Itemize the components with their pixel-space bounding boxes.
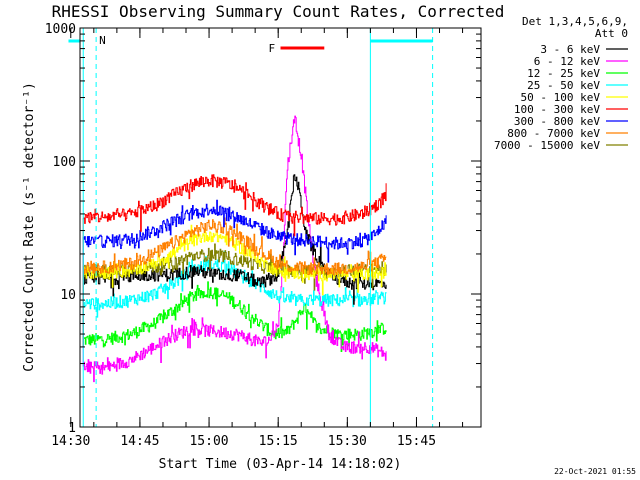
- detector-info-line-1: Det 1,3,4,5,6,9,: [522, 15, 628, 28]
- y-tick-label: 100: [53, 155, 76, 170]
- y-axis-label: Corrected Count Rate (s⁻¹ detector⁻¹): [22, 82, 37, 372]
- timestamp: 22-Oct-2021 01:55: [554, 467, 636, 476]
- legend-label: 25 - 50 keV: [527, 79, 600, 92]
- x-axis-label: Start Time (03-Apr-14 14:18:02): [159, 457, 402, 472]
- x-tick-label: 14:30: [51, 434, 90, 449]
- y-tick-label: 1: [68, 421, 76, 436]
- plot-frame: [79, 27, 482, 428]
- legend-label: 800 - 7000 keV: [507, 127, 600, 140]
- series-line-25-50kev: [82, 251, 387, 347]
- axis-layer: 1 10 100 1000 14:30 14:45 15:00 15:15 15:30 15:45: [45, 22, 481, 449]
- night-label: N: [99, 34, 106, 47]
- series-line-800-7000kev: [82, 217, 387, 347]
- detector-info-line-2: Att 0: [595, 27, 628, 40]
- legend-label: 6 - 12 keV: [534, 55, 601, 68]
- x-tick-label: 15:30: [328, 434, 367, 449]
- annotation-layer: NF: [68, 28, 434, 427]
- x-tick-label: 15:15: [259, 434, 298, 449]
- legend-label: 100 - 300 keV: [514, 103, 600, 116]
- series-layer: [82, 115, 387, 383]
- legend-label: 50 - 100 keV: [521, 91, 601, 104]
- chart-title: RHESSI Observing Summary Count Rates, Co…: [52, 2, 505, 21]
- flare-label: F: [269, 42, 276, 55]
- legend-label: 300 - 800 keV: [514, 115, 600, 128]
- y-tick-label: 10: [60, 288, 76, 303]
- series-line-12-25kev: [82, 281, 387, 352]
- series-line-300-800kev: [82, 199, 387, 347]
- detector-info: Det 1,3,4,5,6,9, Att 0: [522, 15, 628, 40]
- series-line-6-12kev: [82, 115, 387, 383]
- legend-label: 7000 - 15000 keV: [494, 139, 600, 152]
- series-line-100-300kev: [82, 174, 387, 347]
- x-tick-label: 15:00: [189, 434, 228, 449]
- legend-label: 12 - 25 keV: [527, 67, 600, 80]
- x-tick-label: 14:45: [120, 434, 159, 449]
- legend-label: 3 - 6 keV: [540, 43, 600, 56]
- x-tick-label: 15:45: [397, 434, 436, 449]
- y-tick-label: 1000: [45, 22, 76, 37]
